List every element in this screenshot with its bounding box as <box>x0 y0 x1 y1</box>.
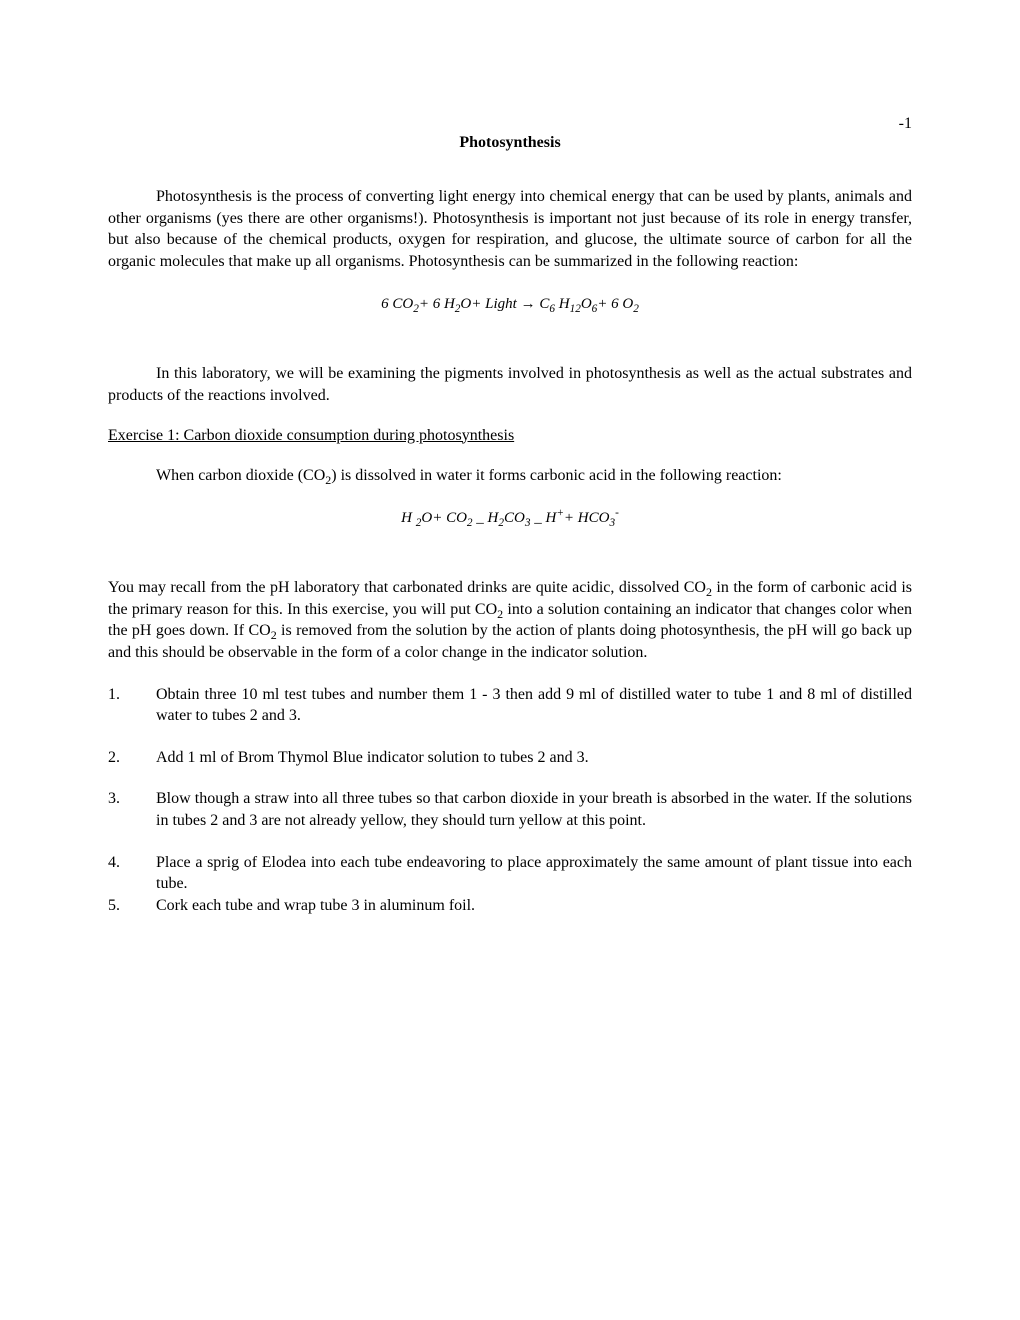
lab-intro-paragraph: In this laboratory, we will be examining… <box>108 363 912 406</box>
eq-text: + <box>564 510 578 526</box>
eq-text: + 6 <box>419 296 444 312</box>
eq-text: + <box>432 510 446 526</box>
eq-text: HCO <box>578 510 610 526</box>
eq-sub: 2 <box>633 303 639 315</box>
document-page: -1 Photosynthesis Photosynthesis is the … <box>0 0 1020 1320</box>
procedure-step-2: 2. Add 1 ml of Brom Thymol Blue indicato… <box>108 747 912 769</box>
exercise-1-para-1: When carbon dioxide (CO2) is dissolved i… <box>108 465 912 487</box>
step-text: Blow though a straw into all three tubes… <box>156 788 912 831</box>
eq-text: CO <box>504 510 525 526</box>
exercise-1-para-2: You may recall from the pH laboratory th… <box>108 577 912 663</box>
eq-text: C <box>539 296 549 312</box>
eq-text: H <box>488 510 499 526</box>
eq-text: _ <box>530 510 545 526</box>
eq-sub: 12 <box>570 303 581 315</box>
step-number: 4. <box>108 852 156 895</box>
procedure-step-3: 3. Blow though a straw into all three tu… <box>108 788 912 831</box>
eq-text: + Light → <box>471 296 539 312</box>
page-number: -1 <box>899 115 912 133</box>
eq-text: H <box>401 510 416 526</box>
eq-text: H <box>545 510 556 526</box>
eq-text: H <box>555 296 570 312</box>
step-text: Obtain three 10 ml test tubes and number… <box>156 684 912 727</box>
text-run: ) is dissolved in water it forms carboni… <box>331 467 782 484</box>
eq-text: O <box>581 296 592 312</box>
eq-text: CO <box>392 296 413 312</box>
eq-text: O <box>421 510 432 526</box>
eq-sup: - <box>615 507 619 519</box>
procedure-step-4: 4. Place a sprig of Elodea into each tub… <box>108 852 912 895</box>
exercise-1-heading: Exercise 1: Carbon dioxide consumption d… <box>108 427 912 445</box>
procedure-step-5: 5. Cork each tube and wrap tube 3 in alu… <box>108 895 912 917</box>
step-text: Add 1 ml of Brom Thymol Blue indicator s… <box>156 747 912 769</box>
step-number: 2. <box>108 747 156 769</box>
document-title: Photosynthesis <box>108 134 912 152</box>
eq-sup: + <box>556 507 564 519</box>
photosynthesis-equation: 6 CO2+ 6 H2O+ Light → C6 H12O6+ 6 O2 <box>108 296 912 313</box>
eq-text: H <box>444 296 455 312</box>
eq-text: O <box>622 296 633 312</box>
eq-text: _ <box>473 510 488 526</box>
procedure-step-1: 1. Obtain three 10 ml test tubes and num… <box>108 684 912 727</box>
eq-text: CO <box>446 510 467 526</box>
step-text: Place a sprig of Elodea into each tube e… <box>156 852 912 895</box>
eq-text: 6 <box>381 296 392 312</box>
text-run: When carbon dioxide (CO <box>156 467 325 484</box>
step-number: 3. <box>108 788 156 831</box>
step-number: 5. <box>108 895 156 917</box>
step-text: Cork each tube and wrap tube 3 in alumin… <box>156 895 912 917</box>
intro-paragraph: Photosynthesis is the process of convert… <box>108 186 912 272</box>
eq-text: O <box>460 296 471 312</box>
carbonic-acid-equation: H 2O+ CO2 _ H2CO3 _ H++ HCO3- <box>108 510 912 527</box>
eq-text: + 6 <box>597 296 622 312</box>
step-number: 1. <box>108 684 156 727</box>
text-run: You may recall from the pH laboratory th… <box>108 579 706 596</box>
